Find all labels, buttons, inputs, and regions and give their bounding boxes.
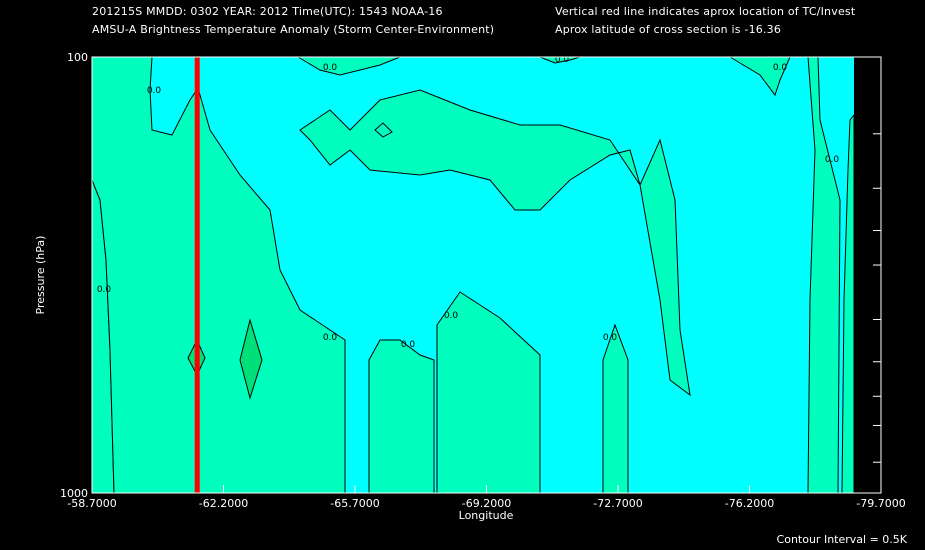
x-tick-label: -79.7000: [856, 497, 905, 510]
positive-anomaly-region: [374, 122, 393, 138]
x-tick-label: -65.7000: [330, 497, 379, 510]
plot-area: 0.0 0.0 0.0 0.0 0.0 0.0 0.0 0.0 0.0 0.0: [91, 55, 881, 494]
positive-anomaly-regions: [91, 56, 855, 494]
y-axis: 100 1000: [60, 51, 881, 500]
positive-anomaly-region: [299, 89, 641, 211]
contour-label: 0.0: [401, 340, 416, 350]
y-axis-title: Pressure (hPa): [34, 236, 47, 315]
x-tick-label: -72.7000: [593, 497, 642, 510]
y-tick-label: 100: [67, 51, 88, 64]
x-tick-label: -76.2000: [725, 497, 774, 510]
contour-label: 0.0: [773, 63, 788, 73]
contour-label: 0.0: [323, 333, 338, 343]
y-tick-label: 1000: [60, 487, 88, 500]
x-tick-label: -58.7000: [67, 497, 116, 510]
positive-anomaly-region: [602, 323, 629, 494]
positive-anomaly-region: [807, 56, 841, 494]
positive-anomaly-region: [368, 339, 435, 494]
contour-label: 0.0: [603, 333, 618, 343]
contour-interval-note: Contour Interval = 0.5K: [776, 533, 907, 546]
positive-anomaly-region: [639, 138, 691, 397]
x-axis: -58.7000 -62.2000 -65.7000 -69.2000 -72.7000…: [67, 485, 906, 510]
header-line-4: Aprox latitude of cross section is -16.3…: [555, 23, 782, 36]
positive-anomaly-region: [91, 56, 346, 494]
header-line-2: AMSU-A Brightness Temperature Anomaly (S…: [92, 23, 495, 36]
header-line-1: 201215S MMDD: 0302 YEAR: 2012 Time(UTC):…: [92, 5, 443, 18]
contour-label: 0.0: [555, 55, 570, 65]
contour-label: 0.0: [323, 63, 338, 73]
inner-contour-region: [239, 318, 263, 400]
x-tick-label: -62.2000: [199, 497, 248, 510]
contour-label: 0.0: [444, 311, 459, 321]
contour-label: 0.0: [97, 285, 112, 295]
contour-label: 0.0: [147, 86, 162, 96]
x-tick-label: -69.2000: [462, 497, 511, 510]
contour-labels: 0.0 0.0 0.0 0.0 0.0 0.0 0.0 0.0 0.0 0.0: [97, 55, 840, 350]
x-axis-title: Longitude: [459, 509, 514, 522]
no-data-strip: [854, 57, 881, 493]
contour-label: 0.0: [825, 155, 840, 165]
header-line-3: Vertical red line indicates aprox locati…: [555, 5, 856, 18]
